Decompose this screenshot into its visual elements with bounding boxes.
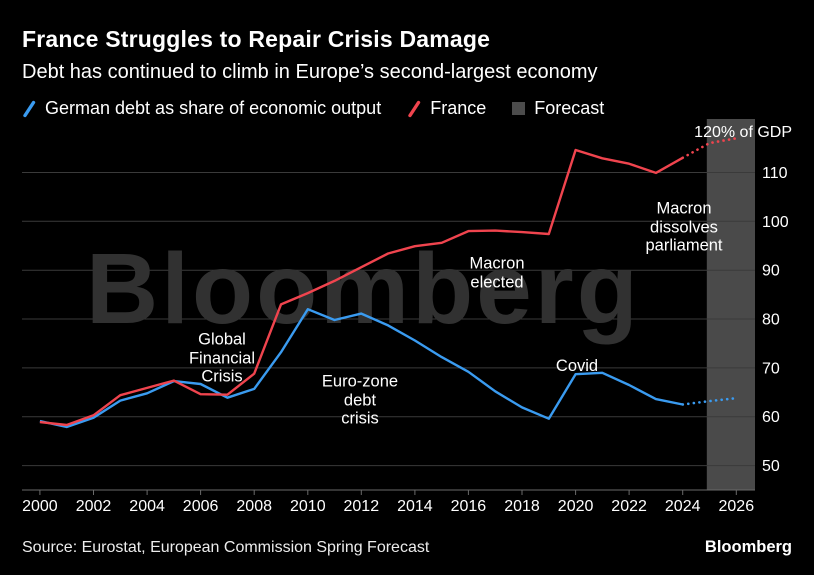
germany-forecast-line	[681, 396, 738, 406]
france-line	[39, 148, 684, 427]
legend-label-forecast: Forecast	[534, 98, 605, 118]
chart-header: France Struggles to Repair Crisis Damage…	[22, 26, 598, 84]
chart-subtitle: Debt has continued to climb in Europe’s …	[22, 61, 598, 83]
y-tick-label: 80	[762, 312, 780, 329]
legend-label-germany: German debt as share of economic output	[45, 98, 382, 118]
forecast-band	[706, 119, 755, 490]
x-tick-label: 2004	[129, 498, 165, 515]
y-tick-label: 60	[762, 409, 780, 426]
x-tick-label: 2024	[665, 498, 701, 515]
france-line-swatch-icon	[408, 100, 421, 117]
y-tick-label: 70	[762, 360, 780, 377]
x-tick-label: 2002	[76, 498, 112, 515]
bloomberg-logo: Bloomberg	[704, 538, 792, 556]
x-tick-label: 2016	[451, 498, 487, 515]
germany-line	[39, 308, 683, 429]
france-forecast-line	[681, 137, 738, 160]
y-tick-label: 90	[762, 263, 780, 280]
x-tick-label: 2000	[22, 498, 58, 515]
y-tick-label: 110	[762, 165, 788, 182]
legend: German debt as share of economic output …	[22, 98, 604, 119]
germany-line-swatch-icon	[23, 100, 36, 117]
y-tick-label: 100	[762, 214, 789, 231]
x-tick-label: 2014	[397, 498, 433, 515]
footer: Source: Eurostat, European Commission Sp…	[22, 538, 792, 557]
x-tick-label: 2020	[558, 498, 594, 515]
legend-item-forecast: Forecast	[512, 98, 604, 119]
legend-label-france: France	[430, 98, 487, 118]
source-text: Source: Eurostat, European Commission Sp…	[22, 538, 430, 556]
legend-item-france: France	[407, 98, 486, 119]
x-tick-label: 2022	[611, 498, 647, 515]
x-tick-label: 2010	[290, 498, 326, 515]
x-tick-label: 2026	[719, 498, 755, 515]
y-axis-unit-label: 120% of GDP	[694, 124, 792, 141]
x-tick-label: 2018	[504, 498, 540, 515]
x-tick-label: 2008	[236, 498, 272, 515]
x-tick-label: 2006	[183, 498, 219, 515]
x-tick-label: 2012	[344, 498, 380, 515]
legend-item-germany: German debt as share of economic output	[22, 98, 381, 119]
forecast-swatch-icon	[512, 102, 526, 115]
y-tick-label: 50	[762, 458, 780, 475]
watermark: Bloomberg	[86, 233, 641, 345]
chart-title: France Struggles to Repair Crisis Damage	[22, 26, 491, 52]
